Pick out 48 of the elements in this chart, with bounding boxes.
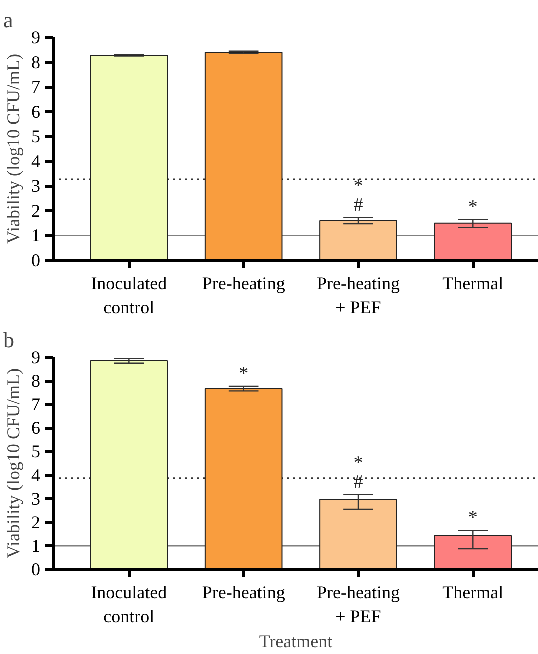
- bar: [204, 52, 283, 260]
- y-tick-label: 1: [32, 536, 40, 556]
- y-axis-title: Viability (log10 CFU/mL): [4, 54, 24, 244]
- y-tick-label: 2: [32, 512, 40, 532]
- y-axis-title: Viability (log10 CFU/mL): [4, 368, 24, 558]
- annotation: *: [354, 176, 364, 197]
- y-tick-label: 7: [32, 394, 40, 415]
- bar: [434, 535, 512, 570]
- annotation: *: [468, 508, 478, 529]
- y-tick-label: 8: [32, 371, 40, 392]
- y-tick-label: 4: [32, 465, 40, 486]
- bar: [90, 360, 168, 570]
- x-tick-label: Inoculated control: [91, 582, 168, 626]
- y-tick-label: 6: [32, 102, 40, 122]
- chart-title: a: [4, 8, 14, 32]
- bar: [204, 388, 283, 570]
- bar: [434, 222, 512, 260]
- y-tick-label: 9: [32, 28, 40, 48]
- annotation: #: [354, 194, 364, 216]
- bar: [320, 499, 398, 570]
- annotation: *: [354, 452, 364, 474]
- bar: [90, 55, 168, 260]
- y-tick-label: 8: [32, 52, 40, 72]
- y-tick-label: 0: [32, 560, 40, 580]
- y-tick-label: 5: [32, 126, 40, 147]
- y-tick-label: 9: [32, 348, 40, 368]
- y-tick-label: 0: [32, 250, 40, 270]
- x-tick-label: Inoculated control: [91, 274, 168, 318]
- chart-title: b: [4, 328, 14, 352]
- y-tick-label: 2: [32, 200, 40, 221]
- x-tick-label: Pre-heating: [202, 274, 286, 294]
- x-tick-label: Pre-heating + PEF: [317, 274, 400, 318]
- x-tick-label: Pre-heating + PEF: [317, 582, 400, 626]
- x-axis-title: Treatment: [259, 632, 333, 652]
- x-tick-label: Pre-heating: [202, 582, 286, 602]
- y-tick-label: 1: [32, 226, 40, 246]
- y-tick-label: 3: [32, 488, 40, 509]
- bar: [320, 220, 398, 260]
- annotation: #: [354, 472, 364, 493]
- annotation: *: [239, 363, 249, 384]
- x-tick-label: Thermal: [442, 582, 504, 602]
- annotation: *: [468, 196, 478, 218]
- y-tick-label: 5: [32, 442, 40, 462]
- y-tick-label: 6: [32, 418, 40, 438]
- y-tick-label: 4: [32, 151, 40, 172]
- y-tick-label: 7: [32, 77, 40, 98]
- x-tick-label: Thermal: [442, 274, 504, 294]
- y-tick-label: 3: [32, 176, 40, 196]
